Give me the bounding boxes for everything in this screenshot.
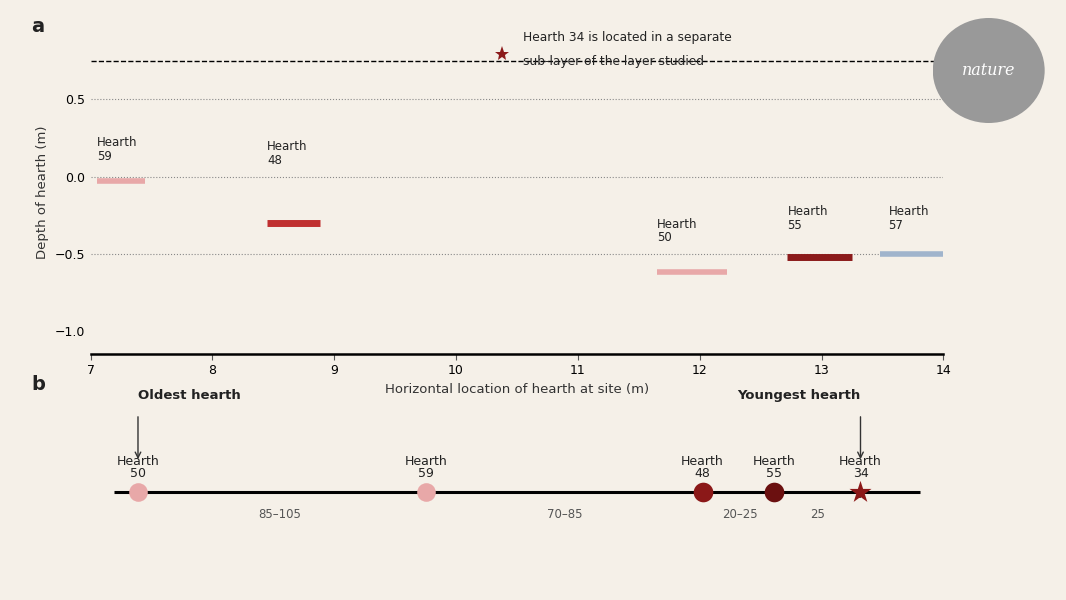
Text: Hearth: Hearth: [116, 455, 159, 468]
Text: Hearth: Hearth: [405, 455, 448, 468]
Text: 50: 50: [657, 232, 672, 244]
Text: 48: 48: [695, 467, 711, 480]
X-axis label: Horizontal location of hearth at site (m): Horizontal location of hearth at site (m…: [385, 383, 649, 396]
Text: Hearth: Hearth: [657, 218, 697, 230]
Point: [852, 487, 869, 497]
Point: [694, 487, 711, 497]
Text: Hearth: Hearth: [681, 455, 724, 468]
Text: Hearth: Hearth: [753, 455, 795, 468]
Ellipse shape: [933, 18, 1045, 123]
Y-axis label: Depth of hearth (m): Depth of hearth (m): [36, 125, 49, 259]
Text: Hearth: Hearth: [97, 136, 138, 149]
Text: 57: 57: [889, 219, 904, 232]
Text: a: a: [31, 17, 44, 36]
Text: nature: nature: [962, 62, 1016, 79]
Text: 85–105: 85–105: [259, 508, 302, 521]
Text: Youngest hearth: Youngest hearth: [738, 389, 860, 402]
Text: 25: 25: [810, 508, 824, 521]
Text: Oldest hearth: Oldest hearth: [138, 389, 241, 402]
Text: 34: 34: [853, 467, 869, 480]
Text: 20–25: 20–25: [722, 508, 758, 521]
Point: [418, 487, 435, 497]
Text: 48: 48: [268, 154, 282, 167]
Text: 55: 55: [765, 467, 781, 480]
Text: Hearth 34 is located in a separate: Hearth 34 is located in a separate: [523, 31, 732, 44]
Point: [129, 487, 146, 497]
Text: Hearth: Hearth: [889, 205, 930, 218]
Text: 50: 50: [130, 467, 146, 480]
Point: [765, 487, 782, 497]
Text: 59: 59: [418, 467, 434, 480]
Text: b: b: [31, 375, 45, 394]
Text: 59: 59: [97, 149, 112, 163]
Text: 55: 55: [788, 219, 803, 232]
Text: 70–85: 70–85: [547, 508, 582, 521]
Text: Hearth: Hearth: [788, 205, 828, 218]
Text: Hearth: Hearth: [839, 455, 882, 468]
Text: Hearth: Hearth: [268, 140, 308, 154]
Text: sub-layer of the layer studied: sub-layer of the layer studied: [523, 55, 705, 68]
